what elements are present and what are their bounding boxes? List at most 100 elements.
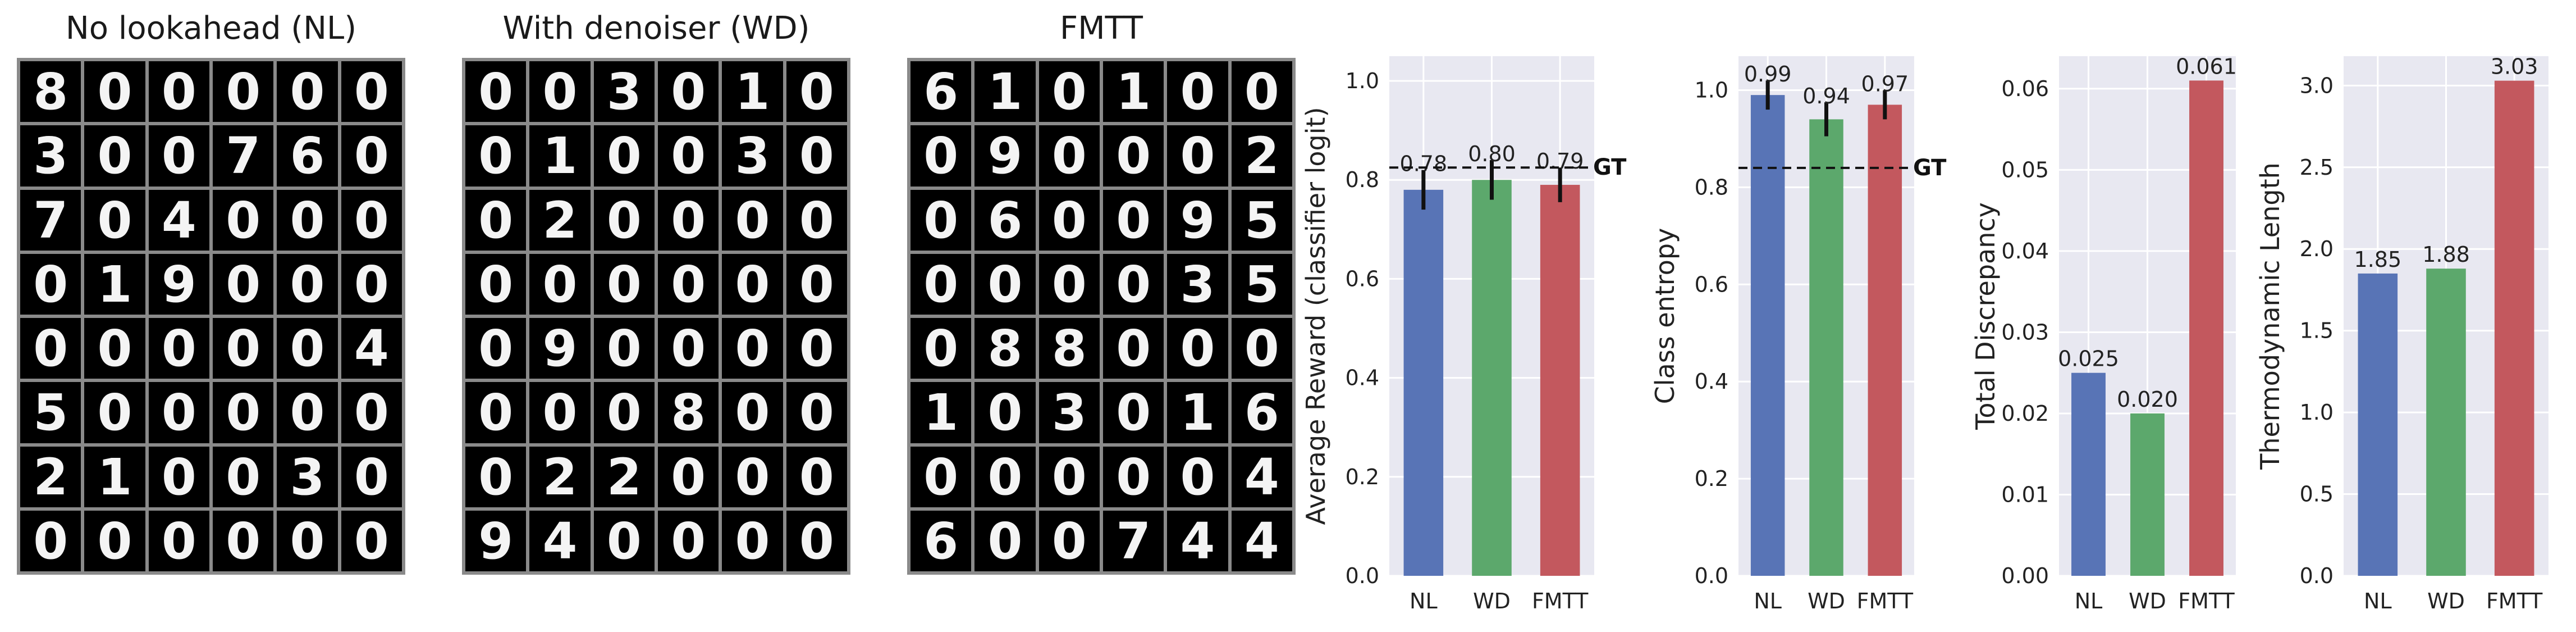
digit-cell: 0 [148, 382, 209, 443]
x-tick-label: NL [2075, 589, 2103, 613]
bar-wd [2130, 413, 2165, 576]
digit-cell: 4 [1167, 510, 1228, 571]
y-axis-label: Class entropy [1650, 228, 1680, 404]
y-tick-label: 0.00 [2001, 563, 2049, 588]
digit-cell: 0 [1103, 446, 1164, 507]
digit-cell: 0 [658, 318, 719, 379]
digit-cell: 0 [84, 510, 145, 571]
y-tick-label: 0.04 [2001, 239, 2049, 263]
digit-cell: 2 [529, 446, 591, 507]
digit-cell: 0 [84, 318, 145, 379]
bar-nl [2358, 273, 2398, 576]
gt-label: GT [1593, 154, 1627, 180]
digit-cell: 3 [277, 446, 338, 507]
digit-cell: 0 [722, 382, 783, 443]
digit-cell: 0 [1038, 510, 1100, 571]
bar-nl [1403, 189, 1444, 576]
digit-cell: 0 [786, 446, 847, 507]
y-tick-label: 3.0 [2300, 73, 2334, 98]
digit-cell: 6 [277, 125, 338, 187]
y-tick-label: 0.03 [2001, 320, 2049, 344]
digit-cell: 1 [84, 446, 145, 507]
digit-cell: 1 [910, 382, 972, 443]
digit-cell: 0 [593, 125, 655, 187]
digit-cell: 0 [341, 189, 402, 251]
digit-cell: 0 [1103, 125, 1164, 187]
digit-cell: 0 [1038, 446, 1100, 507]
digit-cell: 0 [658, 446, 719, 507]
digit-cell: 0 [148, 125, 209, 187]
digit-cell: 0 [722, 510, 783, 571]
digit-cell: 9 [465, 510, 527, 571]
value-label: 1.85 [2354, 247, 2402, 272]
x-tick-label: WD [2129, 589, 2166, 613]
digit-cell: 2 [593, 446, 655, 507]
digit-cell: 0 [722, 318, 783, 379]
y-tick-label: 0.2 [1346, 465, 1379, 489]
x-tick-label: NL [2364, 589, 2392, 613]
digit-cell: 8 [974, 318, 1036, 379]
digit-cell: 0 [465, 446, 527, 507]
digit-cell: 6 [910, 510, 972, 571]
digit-cell: 0 [20, 318, 81, 379]
digit-cell: 0 [786, 253, 847, 315]
digit-cell: 2 [529, 189, 591, 251]
digit-cell: 3 [20, 125, 81, 187]
digit-cell: 0 [910, 318, 972, 379]
bar-fmtt [1868, 104, 1902, 576]
digit-cell: 1 [722, 61, 783, 122]
digit-cell: 0 [84, 61, 145, 122]
bar-chart-1: 0.0 0.2 0.4 0.6 0.8 1.0 0.78 NL 0.80 WD 0.79 FMTT GT… [1301, 56, 1627, 613]
digit-cell: 0 [1038, 125, 1100, 187]
digit-cell: 2 [20, 446, 81, 507]
x-tick-label: WD [1473, 589, 1511, 613]
digit-cell: 0 [786, 510, 847, 571]
y-axis-label: Total Discrepancy [1970, 202, 2001, 430]
bar-chart-4: 0.0 0.5 1.0 1.5 2.0 2.5 3.0 1.85 NL 1.88 WD 3.03 FMT… [2255, 54, 2548, 613]
y-tick-label: 0.2 [1695, 466, 1728, 491]
y-tick-label: 0.8 [1695, 175, 1728, 199]
digit-cell: 0 [148, 318, 209, 379]
digit-cell: 0 [722, 446, 783, 507]
y-tick-label: 1.0 [1695, 78, 1728, 103]
y-tick-label: 0.8 [1346, 167, 1379, 192]
x-tick-label: FMTT [2486, 589, 2543, 613]
digit-cell: 7 [1103, 510, 1164, 571]
digit-cell: 0 [213, 382, 274, 443]
digit-cell: 4 [148, 189, 209, 251]
y-tick-label: 0.5 [2300, 482, 2334, 507]
digit-cell: 0 [1038, 189, 1100, 251]
digit-cell: 0 [1038, 253, 1100, 315]
digit-cell: 0 [84, 382, 145, 443]
digit-cell: 0 [213, 253, 274, 315]
digit-cell: 0 [341, 510, 402, 571]
value-label: 0.80 [1468, 142, 1516, 166]
y-axis-label: Thermodynamic Length [2255, 162, 2285, 470]
digit-cell: 9 [974, 125, 1036, 187]
digit-cell: 3 [1038, 382, 1100, 443]
digit-cell: 0 [658, 189, 719, 251]
digit-cell: 0 [148, 510, 209, 571]
y-tick-label: 0.02 [2001, 401, 2049, 426]
digit-cell: 0 [529, 253, 591, 315]
digit-cell: 8 [1038, 318, 1100, 379]
digit-cell: 0 [786, 382, 847, 443]
x-tick-label: FMTT [1857, 589, 1914, 613]
digit-cell: 0 [1167, 318, 1228, 379]
digit-cell: 0 [277, 382, 338, 443]
digit-cell: 1 [84, 253, 145, 315]
digit-cell: 0 [341, 446, 402, 507]
digit-cell: 0 [277, 61, 338, 122]
digit-cell: 7 [213, 125, 274, 187]
grid-title-1: No lookahead (NL) [65, 10, 357, 47]
digit-cell: 0 [974, 446, 1036, 507]
value-label: 0.061 [2176, 54, 2237, 79]
y-axis-label: Average Reward (classifier logit) [1301, 107, 1331, 525]
x-tick-label: NL [1754, 589, 1782, 613]
digit-cell: 0 [593, 382, 655, 443]
y-tick-label: 0.6 [1695, 272, 1728, 297]
